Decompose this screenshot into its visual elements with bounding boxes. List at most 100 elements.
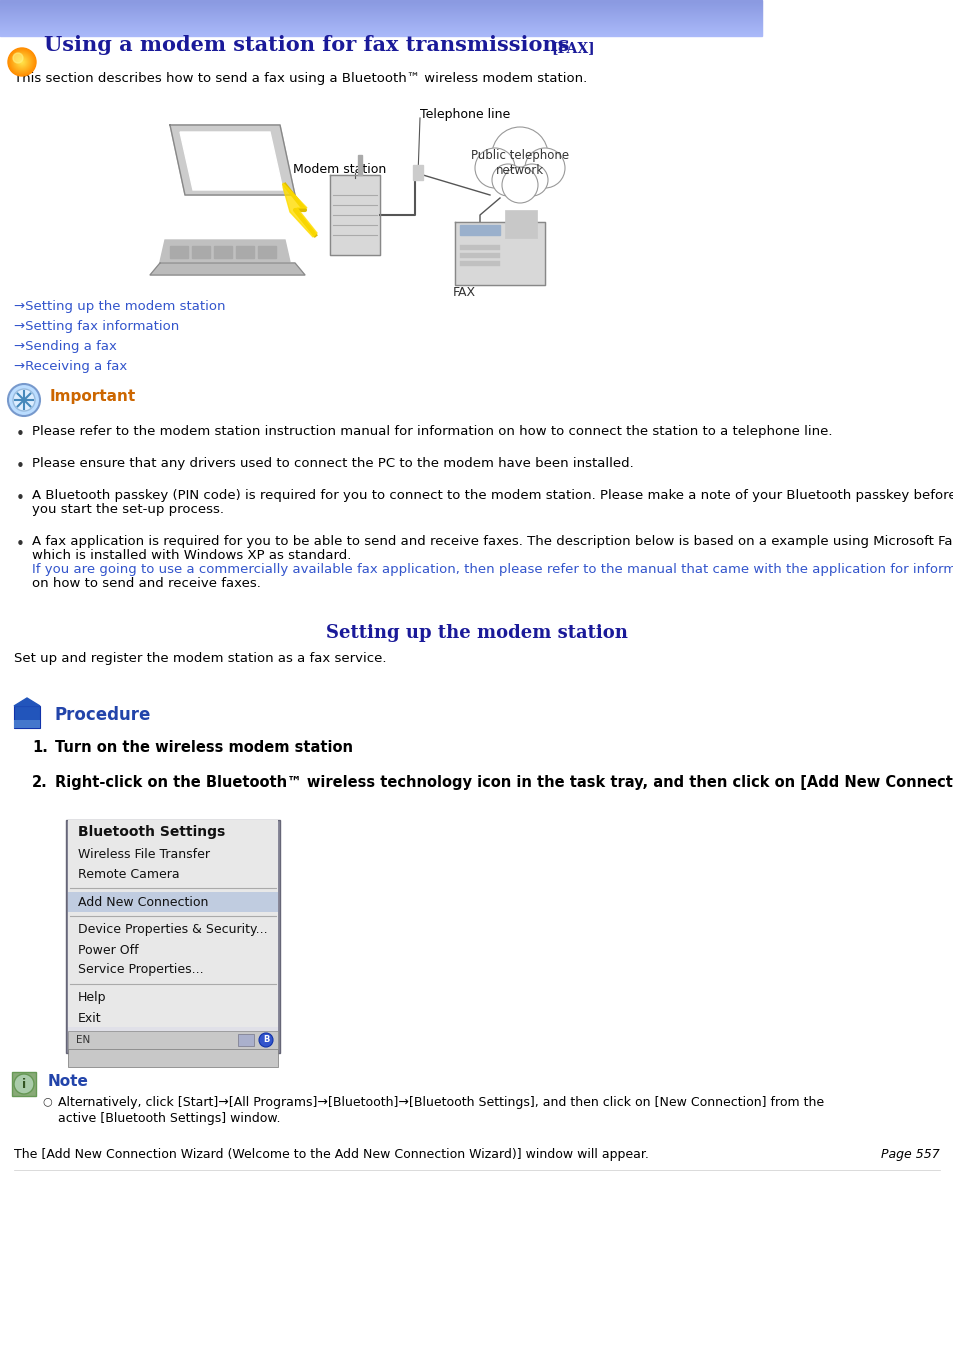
Text: [FAX]: [FAX] <box>551 41 594 55</box>
Text: FAX: FAX <box>453 286 476 299</box>
Text: EN: EN <box>76 1035 91 1046</box>
Text: ○: ○ <box>42 1096 51 1106</box>
Bar <box>459 226 499 235</box>
Circle shape <box>16 55 28 68</box>
Circle shape <box>8 49 36 76</box>
Bar <box>237 1034 253 1046</box>
Circle shape <box>524 149 564 188</box>
Text: A fax application is required for you to be able to send and receive faxes. The : A fax application is required for you to… <box>32 535 953 549</box>
Text: •: • <box>15 459 25 474</box>
Circle shape <box>12 51 32 72</box>
Circle shape <box>492 127 547 182</box>
Circle shape <box>9 49 35 76</box>
Circle shape <box>18 58 26 66</box>
Circle shape <box>14 54 30 70</box>
Circle shape <box>15 55 29 69</box>
Bar <box>504 209 537 238</box>
Polygon shape <box>180 132 283 190</box>
Text: on how to send and receive faxes.: on how to send and receive faxes. <box>32 577 260 590</box>
Text: Important: Important <box>50 389 136 404</box>
Text: Using a modem station for fax transmissions: Using a modem station for fax transmissi… <box>44 35 569 55</box>
Text: i: i <box>22 1078 26 1090</box>
Text: 2.: 2. <box>32 775 48 790</box>
Text: Set up and register the modem station as a fax service.: Set up and register the modem station as… <box>14 653 386 665</box>
Bar <box>12 1071 36 1096</box>
Text: •: • <box>15 490 25 507</box>
Text: Remote Camera: Remote Camera <box>78 867 179 881</box>
Bar <box>68 1031 277 1048</box>
Bar <box>68 820 277 1048</box>
Bar <box>170 246 188 258</box>
Circle shape <box>11 51 33 73</box>
Text: Right-click on the Bluetooth™ wireless technology icon in the task tray, and the: Right-click on the Bluetooth™ wireless t… <box>55 775 953 790</box>
Circle shape <box>14 1074 34 1094</box>
Text: Please ensure that any drivers used to connect the PC to the modem have been ins: Please ensure that any drivers used to c… <box>32 457 633 470</box>
Text: Device Properties & Security...: Device Properties & Security... <box>78 924 268 936</box>
Text: Modem station: Modem station <box>294 163 386 176</box>
Text: Page 557: Page 557 <box>881 1148 939 1161</box>
Text: If you are going to use a commercially available fax application, then please re: If you are going to use a commercially a… <box>32 563 953 576</box>
Polygon shape <box>150 263 305 276</box>
Text: Turn on the wireless modem station: Turn on the wireless modem station <box>55 740 353 755</box>
Polygon shape <box>170 126 294 195</box>
Text: you start the set-up process.: you start the set-up process. <box>32 503 224 516</box>
Bar <box>68 1027 277 1048</box>
Circle shape <box>492 163 523 196</box>
Text: Procedure: Procedure <box>55 707 152 724</box>
Text: Setting up the modem station: Setting up the modem station <box>326 624 627 642</box>
Circle shape <box>8 384 40 416</box>
Text: Bluetooth Settings: Bluetooth Settings <box>78 825 225 839</box>
Circle shape <box>475 149 515 188</box>
Circle shape <box>19 59 25 65</box>
Text: Telephone line: Telephone line <box>419 108 510 122</box>
Polygon shape <box>330 176 379 255</box>
Circle shape <box>17 57 27 68</box>
Circle shape <box>13 389 35 411</box>
Circle shape <box>516 163 547 196</box>
Text: Wireless File Transfer: Wireless File Transfer <box>78 847 210 861</box>
Polygon shape <box>14 698 40 707</box>
Text: Please refer to the modem station instruction manual for information on how to c: Please refer to the modem station instru… <box>32 426 832 438</box>
Circle shape <box>21 61 23 63</box>
Text: The [Add New Connection Wizard (Welcome to the Add New Connection Wizard)] windo: The [Add New Connection Wizard (Welcome … <box>14 1148 648 1161</box>
Text: active [Bluetooth Settings] window.: active [Bluetooth Settings] window. <box>58 1112 280 1125</box>
Text: →Receiving a fax: →Receiving a fax <box>14 359 127 373</box>
Bar <box>14 707 40 728</box>
Bar <box>68 1048 277 1067</box>
Circle shape <box>13 53 23 63</box>
Text: →Sending a fax: →Sending a fax <box>14 340 117 353</box>
Bar <box>14 720 40 728</box>
Text: 1.: 1. <box>32 740 48 755</box>
Bar <box>459 261 499 266</box>
Bar <box>213 246 232 258</box>
Text: Note: Note <box>48 1074 89 1089</box>
Text: Add New Connection: Add New Connection <box>78 896 208 908</box>
Text: Service Properties...: Service Properties... <box>78 963 203 977</box>
Text: A Bluetooth passkey (PIN code) is required for you to connect to the modem stati: A Bluetooth passkey (PIN code) is requir… <box>32 489 953 503</box>
Bar <box>413 165 422 180</box>
Bar <box>257 246 275 258</box>
Circle shape <box>501 168 537 203</box>
Bar <box>66 820 280 1052</box>
Text: which is installed with Windows XP as standard.: which is installed with Windows XP as st… <box>32 549 351 562</box>
Text: Exit: Exit <box>78 1012 102 1024</box>
Text: →Setting up the modem station: →Setting up the modem station <box>14 300 225 313</box>
Bar <box>68 892 277 912</box>
Text: Public telephone
network: Public telephone network <box>471 149 569 177</box>
Text: •: • <box>15 427 25 442</box>
Bar <box>459 245 499 250</box>
Text: B: B <box>262 1035 269 1044</box>
Polygon shape <box>283 182 316 236</box>
Text: Help: Help <box>78 992 107 1005</box>
Circle shape <box>20 59 24 63</box>
Text: →Setting fax information: →Setting fax information <box>14 320 179 332</box>
Bar <box>459 253 499 258</box>
Bar <box>192 246 210 258</box>
Text: Alternatively, click [Start]→[All Programs]→[Bluetooth]→[Bluetooth Settings], an: Alternatively, click [Start]→[All Progra… <box>58 1096 823 1109</box>
Circle shape <box>258 1034 273 1047</box>
Text: Power Off: Power Off <box>78 943 138 957</box>
Bar <box>235 246 253 258</box>
Polygon shape <box>160 240 290 262</box>
Polygon shape <box>455 222 544 285</box>
Text: This section describes how to send a fax using a Bluetooth™ wireless modem stati: This section describes how to send a fax… <box>14 72 587 85</box>
